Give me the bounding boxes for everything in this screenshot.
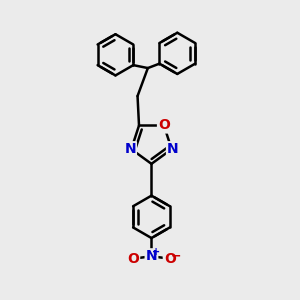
Text: −: − xyxy=(171,250,181,263)
Text: N: N xyxy=(124,142,136,156)
Text: O: O xyxy=(164,252,176,266)
Text: N: N xyxy=(167,142,178,156)
Text: O: O xyxy=(158,118,170,133)
Text: O: O xyxy=(127,252,139,266)
Text: N: N xyxy=(146,249,157,263)
Text: +: + xyxy=(152,248,160,257)
